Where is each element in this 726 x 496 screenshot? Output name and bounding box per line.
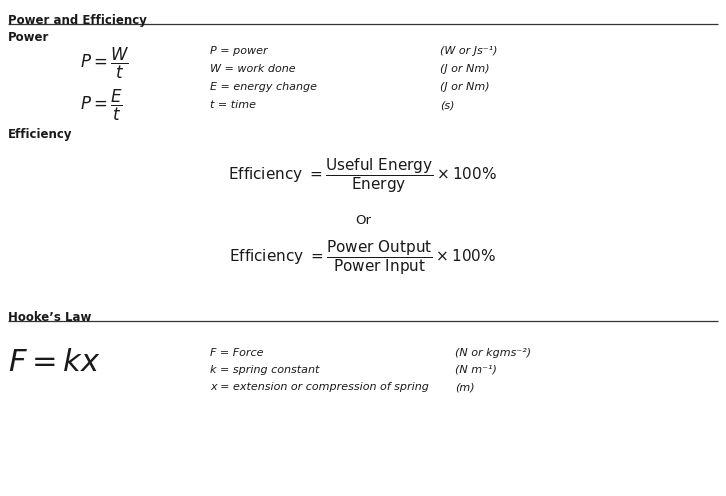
Text: (s): (s) bbox=[440, 100, 454, 110]
Text: P = power: P = power bbox=[210, 46, 268, 56]
Text: Power: Power bbox=[8, 31, 49, 44]
Text: Power and Efficiency: Power and Efficiency bbox=[8, 14, 147, 27]
Text: t = time: t = time bbox=[210, 100, 256, 110]
Text: $P = \dfrac{W}{t}$: $P = \dfrac{W}{t}$ bbox=[80, 46, 129, 81]
Text: Or: Or bbox=[355, 214, 371, 227]
Text: (m): (m) bbox=[455, 382, 475, 392]
Text: Efficiency: Efficiency bbox=[8, 128, 73, 141]
Text: x = extension or compression of spring: x = extension or compression of spring bbox=[210, 382, 429, 392]
Text: Hooke’s Law: Hooke’s Law bbox=[8, 311, 91, 324]
Text: Efficiency $= \dfrac{\mathrm{Power\ Output}}{\mathrm{Power\ Input}} \times 100\%: Efficiency $= \dfrac{\mathrm{Power\ Outp… bbox=[229, 238, 497, 277]
Text: k = spring constant: k = spring constant bbox=[210, 365, 319, 375]
Text: (W or Js⁻¹): (W or Js⁻¹) bbox=[440, 46, 497, 56]
Text: Efficiency $= \dfrac{\mathrm{Useful\ Energy}}{\mathrm{Energy}} \times 100\%$: Efficiency $= \dfrac{\mathrm{Useful\ Ene… bbox=[229, 156, 497, 195]
Text: $F = kx$: $F = kx$ bbox=[8, 348, 101, 377]
Text: (J or Nm): (J or Nm) bbox=[440, 64, 489, 74]
Text: F = Force: F = Force bbox=[210, 348, 264, 358]
Text: (N m⁻¹): (N m⁻¹) bbox=[455, 365, 497, 375]
Text: E = energy change: E = energy change bbox=[210, 82, 317, 92]
Text: W = work done: W = work done bbox=[210, 64, 295, 74]
Text: $P = \dfrac{E}{t}$: $P = \dfrac{E}{t}$ bbox=[80, 88, 123, 123]
Text: (J or Nm): (J or Nm) bbox=[440, 82, 489, 92]
Text: (N or kgms⁻²): (N or kgms⁻²) bbox=[455, 348, 531, 358]
